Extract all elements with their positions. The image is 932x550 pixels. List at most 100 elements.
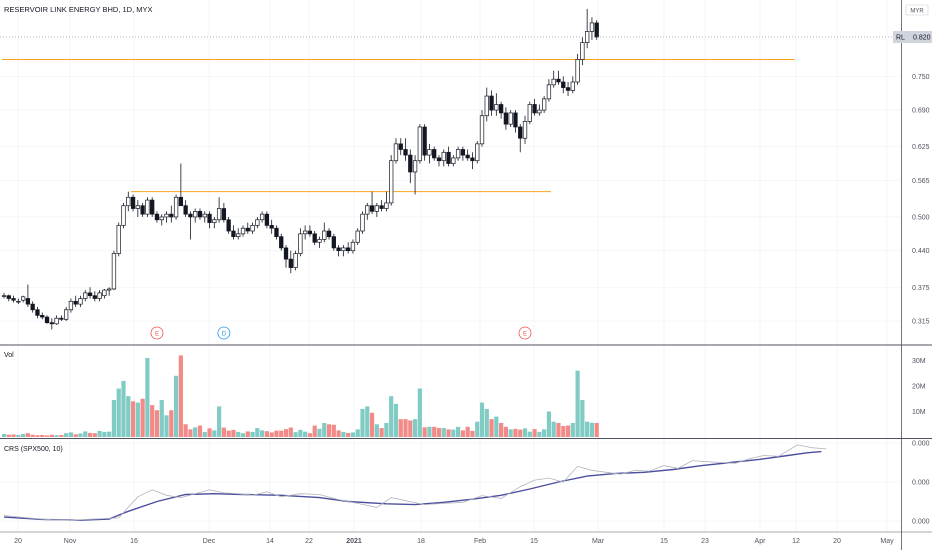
volume-bar bbox=[446, 429, 451, 437]
candle bbox=[140, 202, 145, 217]
volume-bar bbox=[460, 430, 465, 437]
candle bbox=[384, 191, 389, 212]
price-axis[interactable]: 0.315 0.375 0.440 0.500 0.565 0.625 0.690 0.750 bbox=[912, 74, 930, 326]
candle-body bbox=[169, 213, 174, 218]
volume-bar bbox=[173, 375, 179, 437]
volume-bar bbox=[169, 410, 174, 437]
time-axis[interactable]: 20 Nov 16 Dec 14 22 2021 18 Feb 15 Mar 15 23 Apr 12 20 M… bbox=[14, 538, 894, 545]
time-tick-label: 12 bbox=[792, 538, 800, 545]
candle-body bbox=[107, 288, 112, 291]
candle bbox=[455, 146, 461, 161]
candle bbox=[73, 295, 78, 307]
candle bbox=[20, 295, 26, 303]
volume-tick-label: 10M bbox=[912, 409, 926, 416]
candle-body bbox=[73, 300, 78, 305]
volume-bar bbox=[73, 434, 78, 437]
volume-bar bbox=[422, 427, 427, 437]
candle bbox=[432, 146, 437, 161]
candle-body bbox=[556, 78, 561, 83]
event-label: E bbox=[523, 331, 527, 337]
volume-bar bbox=[312, 425, 317, 437]
last-price-badge[interactable] bbox=[893, 31, 932, 43]
candle-body bbox=[269, 225, 274, 229]
volume-bar bbox=[178, 355, 183, 437]
time-tick-label: Dec bbox=[203, 538, 216, 545]
candle-body bbox=[379, 205, 384, 209]
candle-body bbox=[412, 160, 418, 173]
volume-bar bbox=[346, 432, 351, 437]
currency-badge[interactable] bbox=[905, 4, 929, 16]
candle bbox=[6, 294, 11, 302]
volume-bar bbox=[336, 430, 341, 437]
last-price-symbol: RL bbox=[896, 35, 905, 42]
candle bbox=[16, 298, 21, 305]
crs-tick-label: 0.000 bbox=[912, 480, 930, 487]
volume-bar bbox=[159, 400, 164, 437]
volume-bar bbox=[369, 412, 375, 437]
candle bbox=[288, 250, 293, 274]
price-tick-label: 0.625 bbox=[912, 144, 930, 151]
time-tick-label: 23 bbox=[701, 538, 709, 545]
candle bbox=[150, 197, 155, 217]
candle bbox=[25, 284, 31, 307]
volume-bar bbox=[102, 431, 107, 437]
candle bbox=[379, 200, 384, 212]
volume-bar bbox=[484, 408, 489, 437]
candle-body bbox=[479, 115, 485, 145]
event-circle bbox=[518, 326, 532, 340]
candle bbox=[87, 287, 93, 299]
candle-body bbox=[150, 199, 155, 215]
candle-body bbox=[279, 236, 284, 249]
candle bbox=[197, 208, 203, 220]
candle bbox=[207, 211, 212, 229]
volume-tick-label: 30M bbox=[912, 358, 926, 365]
candle-body bbox=[231, 230, 236, 237]
candle bbox=[460, 146, 466, 161]
candle-body bbox=[6, 295, 11, 299]
candle bbox=[427, 143, 432, 164]
candle-body bbox=[116, 225, 121, 254]
volume-bar bbox=[25, 433, 30, 437]
volume-bar bbox=[508, 429, 513, 437]
volume-bar bbox=[522, 428, 528, 437]
candle bbox=[63, 306, 69, 321]
volume-bar bbox=[384, 422, 389, 437]
volume-bar bbox=[87, 432, 93, 437]
candle-body bbox=[532, 104, 537, 114]
time-tick-label: 16 bbox=[130, 538, 138, 545]
candle-body bbox=[393, 143, 399, 162]
candle bbox=[312, 231, 317, 246]
candle-body bbox=[293, 253, 298, 268]
candle-body bbox=[446, 151, 451, 164]
candle-body bbox=[102, 289, 107, 297]
volume-bar bbox=[556, 422, 561, 437]
candle bbox=[178, 163, 184, 207]
event-marker-earnings: E bbox=[518, 326, 532, 340]
candle-body bbox=[159, 216, 164, 221]
candle-body bbox=[250, 225, 255, 232]
candle bbox=[389, 155, 394, 206]
candle bbox=[107, 287, 112, 296]
candle-body bbox=[541, 98, 547, 111]
volume-bar bbox=[6, 434, 11, 437]
candle bbox=[212, 216, 217, 229]
volume-bar bbox=[322, 422, 327, 437]
price-tick-label: 0.440 bbox=[912, 248, 930, 255]
candle-body bbox=[561, 81, 566, 88]
candle-body bbox=[470, 157, 475, 162]
volume-bar bbox=[197, 425, 203, 437]
volume-bar bbox=[417, 388, 422, 437]
candle-body bbox=[193, 210, 198, 218]
candle bbox=[78, 295, 83, 307]
candle bbox=[259, 211, 265, 223]
volume-bar bbox=[140, 398, 145, 437]
volume-bar bbox=[255, 428, 260, 437]
candle-body bbox=[183, 205, 188, 215]
volume-bar bbox=[317, 428, 322, 437]
candle bbox=[589, 17, 595, 40]
volume-bar bbox=[589, 422, 595, 437]
candle-body bbox=[417, 126, 423, 162]
crs-axis: 0.000 0.000 0.000 bbox=[912, 441, 930, 526]
volume-bar bbox=[489, 419, 494, 437]
candle-body bbox=[20, 296, 26, 301]
